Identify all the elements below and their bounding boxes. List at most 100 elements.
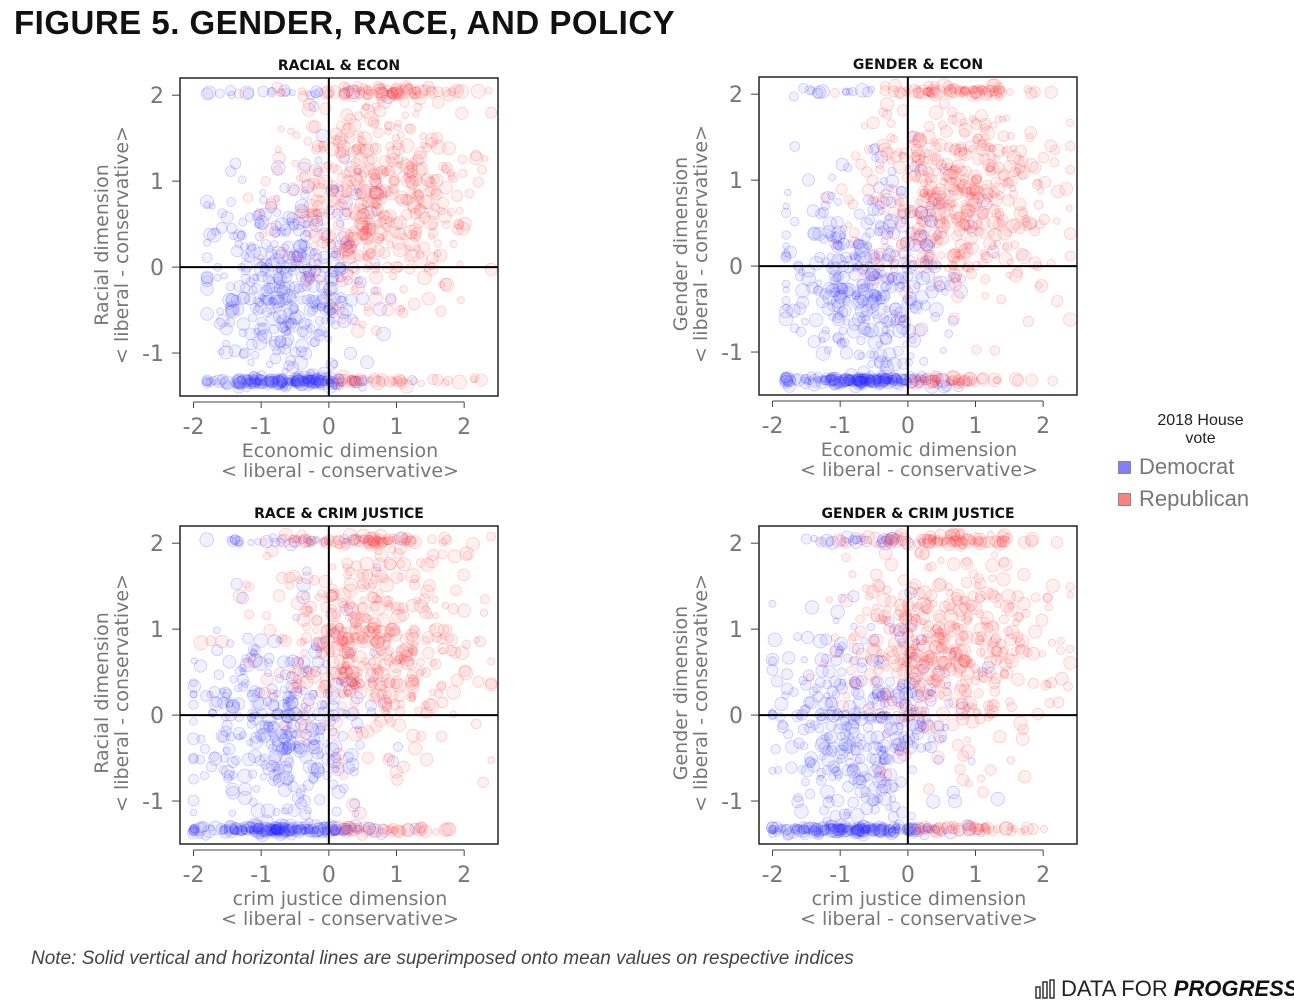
data-point bbox=[962, 557, 972, 567]
data-point bbox=[408, 692, 417, 701]
data-point bbox=[358, 383, 367, 392]
data-point bbox=[837, 237, 850, 250]
data-point bbox=[415, 250, 425, 259]
data-point bbox=[911, 152, 921, 162]
data-point bbox=[288, 304, 299, 315]
data-point bbox=[914, 228, 928, 243]
data-point bbox=[335, 273, 346, 283]
data-point bbox=[396, 194, 409, 207]
data-point bbox=[963, 186, 972, 195]
data-point bbox=[392, 718, 407, 732]
data-point bbox=[349, 375, 360, 387]
data-point bbox=[298, 214, 312, 228]
data-point bbox=[929, 86, 939, 96]
data-point bbox=[286, 774, 295, 783]
data-point bbox=[288, 281, 302, 294]
data-point bbox=[866, 622, 876, 632]
x-axis-sublabel: < liberal - conservative> bbox=[221, 908, 459, 930]
data-point bbox=[408, 223, 422, 237]
data-point bbox=[1005, 654, 1019, 668]
data-point bbox=[450, 584, 462, 596]
data-point bbox=[386, 88, 399, 100]
data-point bbox=[925, 675, 936, 686]
data-point bbox=[897, 281, 905, 290]
data-point bbox=[337, 689, 347, 698]
data-point bbox=[961, 86, 969, 95]
data-point bbox=[800, 374, 810, 384]
data-point bbox=[303, 377, 311, 385]
data-point bbox=[456, 296, 465, 305]
data-point bbox=[348, 726, 364, 742]
data-point bbox=[269, 226, 281, 238]
data-point bbox=[407, 297, 421, 311]
data-point bbox=[470, 83, 486, 99]
data-point bbox=[433, 248, 448, 263]
data-point bbox=[335, 231, 350, 246]
data-point bbox=[287, 127, 295, 135]
data-point bbox=[333, 373, 345, 385]
data-point bbox=[253, 208, 266, 221]
data-point bbox=[470, 149, 482, 162]
data-point bbox=[299, 675, 314, 689]
data-point bbox=[945, 377, 954, 386]
data-point bbox=[370, 185, 378, 193]
data-point bbox=[855, 614, 865, 624]
data-point bbox=[406, 198, 421, 212]
data-point bbox=[437, 209, 452, 224]
data-point bbox=[338, 88, 351, 101]
data-point bbox=[381, 89, 396, 104]
data-point bbox=[385, 292, 397, 305]
data-point bbox=[318, 145, 326, 153]
data-point bbox=[338, 207, 352, 221]
data-point bbox=[317, 140, 326, 149]
data-point bbox=[849, 679, 859, 689]
data-point bbox=[839, 593, 854, 608]
data-point bbox=[938, 98, 950, 110]
data-point bbox=[867, 359, 876, 368]
data-point bbox=[865, 657, 874, 665]
data-point bbox=[780, 371, 795, 386]
data-point bbox=[880, 188, 891, 199]
data-point bbox=[828, 173, 836, 182]
data-point bbox=[878, 546, 893, 561]
data-point bbox=[1030, 592, 1041, 603]
data-point bbox=[288, 311, 302, 325]
data-point bbox=[288, 218, 300, 230]
data-point bbox=[273, 667, 285, 679]
chart-title: RACIAL & ECON bbox=[278, 58, 400, 74]
data-point bbox=[1038, 213, 1050, 225]
data-point bbox=[400, 82, 414, 96]
data-point bbox=[971, 344, 982, 355]
data-point bbox=[881, 535, 891, 545]
data-point bbox=[951, 738, 965, 752]
data-point bbox=[334, 239, 345, 250]
data-point bbox=[311, 305, 319, 313]
data-point bbox=[1045, 578, 1060, 593]
data-point bbox=[269, 297, 278, 306]
data-point bbox=[836, 306, 849, 318]
data-point bbox=[784, 188, 792, 197]
data-point bbox=[829, 675, 842, 688]
data-point bbox=[272, 165, 284, 177]
data-point bbox=[1013, 197, 1027, 211]
data-point bbox=[410, 92, 418, 100]
data-point bbox=[870, 302, 880, 312]
data-point bbox=[947, 557, 961, 571]
data-point bbox=[879, 80, 890, 91]
data-point bbox=[385, 141, 395, 151]
data-point bbox=[278, 281, 292, 295]
y-tick-label: -1 bbox=[142, 342, 164, 367]
data-point bbox=[839, 346, 854, 360]
brand-logo: DATA FOR PROGRESS bbox=[1035, 976, 1294, 1002]
data-point bbox=[291, 374, 306, 389]
data-point bbox=[290, 290, 299, 299]
data-point bbox=[370, 178, 383, 190]
data-point bbox=[348, 375, 360, 387]
data-point bbox=[980, 274, 991, 285]
data-point bbox=[441, 601, 450, 610]
data-point bbox=[328, 163, 339, 173]
data-point bbox=[362, 102, 371, 111]
data-point bbox=[989, 345, 1001, 356]
data-point bbox=[922, 635, 930, 643]
